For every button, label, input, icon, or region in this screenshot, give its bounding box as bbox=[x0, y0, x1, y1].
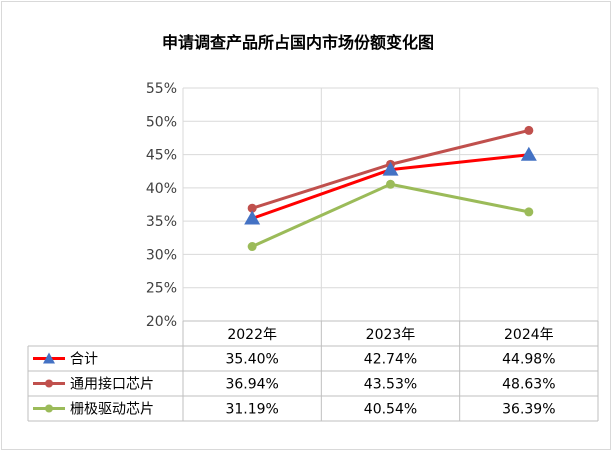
legend-key-marker bbox=[45, 404, 53, 413]
data-point bbox=[247, 203, 257, 213]
data-point bbox=[382, 161, 399, 176]
data-point bbox=[247, 242, 257, 252]
legend-key-marker bbox=[43, 352, 55, 364]
data-label: 35.40% bbox=[225, 352, 278, 368]
y-tick-label: 40% bbox=[146, 181, 177, 197]
category-label: 2024年 bbox=[504, 327, 554, 343]
data-point bbox=[244, 210, 261, 225]
y-tick-label: 50% bbox=[146, 114, 177, 130]
data-point bbox=[386, 179, 395, 189]
chart-title: 申请调查产品所占国内市场份额变化图 bbox=[162, 33, 434, 52]
category-label: 2023年 bbox=[366, 327, 416, 343]
y-tick-label: 20% bbox=[146, 314, 177, 330]
grid-layer: 20% 25% 30% 35% 40% 45% 50% 55% bbox=[146, 81, 599, 330]
data-label: 36.94% bbox=[225, 377, 278, 393]
y-tick-label: 55% bbox=[146, 81, 177, 97]
legend-label: 通用接口芯片 bbox=[70, 376, 154, 393]
data-label: 40.54% bbox=[364, 402, 417, 418]
data-label: 42.74% bbox=[364, 352, 417, 368]
y-tick-label: 35% bbox=[146, 214, 177, 230]
data-point bbox=[520, 146, 537, 161]
category-label: 2022年 bbox=[227, 327, 277, 343]
legend-label: 栅极驱动芯片 bbox=[70, 402, 154, 418]
legend-key-marker bbox=[45, 379, 53, 388]
series-layer bbox=[244, 125, 537, 252]
data-label: 43.53% bbox=[364, 377, 417, 393]
y-tick-label: 45% bbox=[146, 148, 177, 164]
data-point bbox=[524, 125, 534, 135]
data-label: 48.63% bbox=[502, 377, 555, 393]
legend-label: 合计 bbox=[70, 352, 98, 368]
data-label: 36.39% bbox=[502, 402, 555, 418]
data-label: 44.98% bbox=[502, 352, 555, 368]
y-tick-label: 30% bbox=[146, 247, 177, 263]
y-tick-label: 25% bbox=[146, 281, 177, 297]
data-point bbox=[524, 207, 534, 217]
data-label: 31.19% bbox=[225, 402, 278, 418]
